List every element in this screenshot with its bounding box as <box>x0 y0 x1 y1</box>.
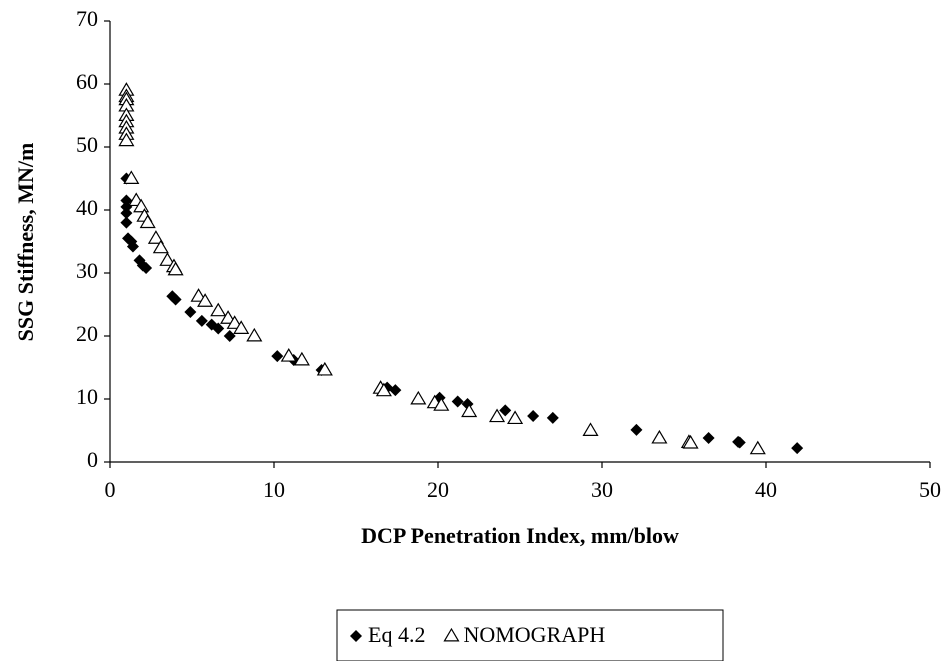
triangle-marker <box>651 429 668 444</box>
diamond-marker <box>212 322 225 335</box>
triangle-marker <box>220 310 237 324</box>
y-tick-label: 40 <box>76 195 98 220</box>
diamond-marker <box>733 436 746 449</box>
triangle-marker <box>210 302 227 317</box>
diamond-marker <box>223 330 236 342</box>
diamond-marker <box>195 314 208 327</box>
triangle-marker <box>167 261 184 276</box>
diamond-marker <box>126 240 139 253</box>
y-tick-label: 60 <box>76 69 98 94</box>
triangle-marker <box>280 347 297 362</box>
y-tick-label: 70 <box>76 6 98 31</box>
triangle-marker <box>233 320 250 334</box>
triangle-marker <box>443 627 460 642</box>
y-tick-label: 0 <box>87 447 98 472</box>
diamond-marker <box>389 384 402 397</box>
triangle-marker <box>123 170 140 184</box>
diamond-marker <box>546 411 559 424</box>
legend-label: Eq 4.2 <box>368 622 425 647</box>
diamond-marker <box>169 293 182 306</box>
triangle-marker <box>152 239 169 254</box>
triangle-marker <box>118 132 135 147</box>
diamond-marker <box>630 423 643 436</box>
triangle-marker <box>159 252 176 266</box>
diamond-marker <box>140 261 153 274</box>
diamond-marker <box>184 306 197 319</box>
triangle-marker <box>293 351 310 366</box>
triangle-marker <box>139 214 156 229</box>
y-axis-title: SSG Stiffness, MN/m <box>13 143 38 342</box>
diamond-marker <box>120 207 133 220</box>
diamond-marker <box>350 630 362 642</box>
x-tick-label: 40 <box>755 477 777 502</box>
triangle-marker <box>197 293 214 307</box>
triangle-marker <box>226 315 243 329</box>
diamond-marker <box>451 395 464 408</box>
y-tick-label: 20 <box>76 321 98 346</box>
y-tick-label: 50 <box>76 132 98 157</box>
x-tick-label: 20 <box>427 477 449 502</box>
diamond-marker <box>499 404 512 417</box>
triangle-marker <box>410 390 427 405</box>
triangle-marker <box>749 440 766 455</box>
diamond-marker <box>120 194 133 207</box>
x-tick-label: 50 <box>919 477 941 502</box>
triangle-marker <box>246 327 263 342</box>
triangle-marker <box>190 288 207 302</box>
diamond-marker <box>702 432 715 445</box>
diamond-marker <box>120 200 133 213</box>
triangle-marker <box>147 230 164 244</box>
diamond-marker <box>527 410 540 423</box>
x-tick-label: 10 <box>263 477 285 502</box>
triangle-marker <box>582 422 599 436</box>
x-tick-label: 0 <box>105 477 116 502</box>
x-axis-title: DCP Penetration Index, mm/blow <box>361 523 679 548</box>
legend-box <box>336 609 724 661</box>
triangle-marker <box>682 434 699 449</box>
triangle-marker <box>433 397 450 411</box>
legend-label: NOMOGRAPH <box>463 622 605 647</box>
triangle-marker <box>488 408 506 423</box>
diamond-marker <box>271 350 284 363</box>
triangle-marker <box>375 382 392 397</box>
triangle-marker <box>507 410 524 425</box>
triangle-marker <box>316 361 333 376</box>
y-tick-label: 30 <box>76 258 98 283</box>
x-tick-label: 30 <box>591 477 613 502</box>
diamond-marker <box>120 216 133 229</box>
triangle-marker <box>461 403 478 418</box>
y-tick-label: 10 <box>76 384 98 409</box>
diamond-marker <box>791 442 804 455</box>
